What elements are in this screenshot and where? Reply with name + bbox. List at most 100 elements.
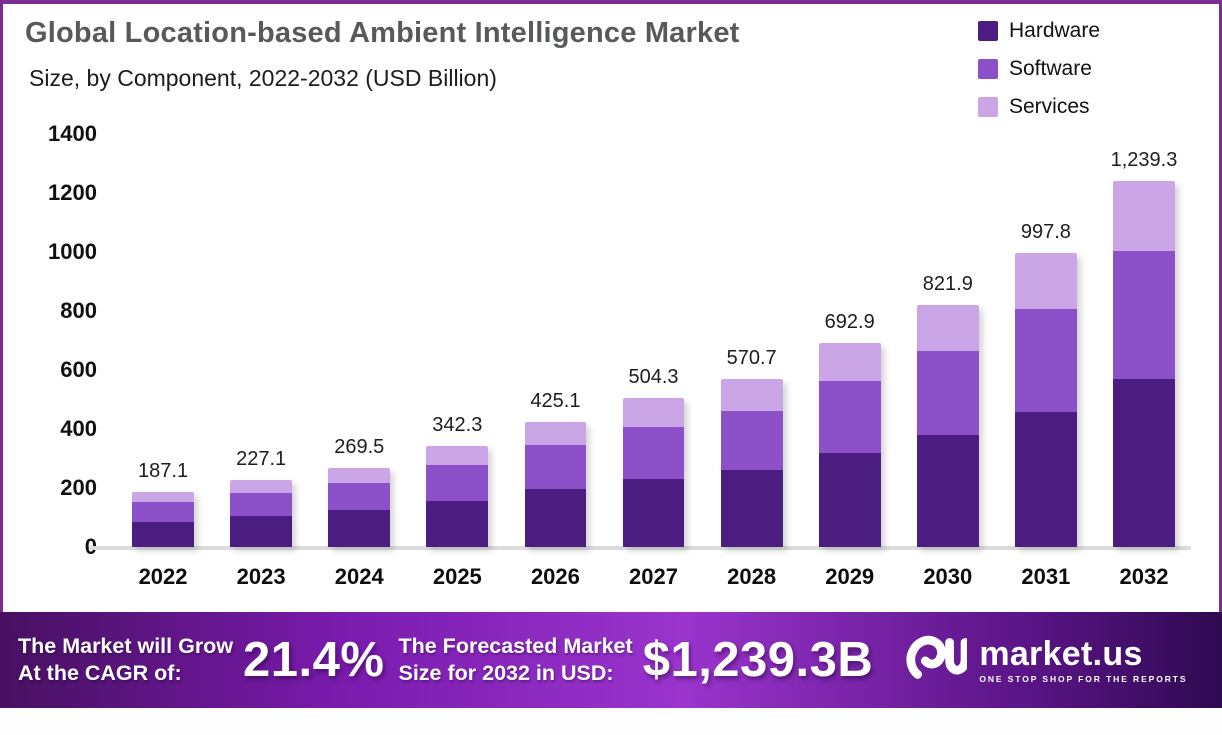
bar-segment-services (1014, 252, 1077, 309)
y-tick-label: 800 (60, 298, 97, 323)
y-tick-label: 0 (19, 534, 97, 560)
x-tick-label: 2026 (530, 564, 580, 589)
bar-segment-software (622, 426, 685, 479)
x-tick-label: 2032 (1119, 564, 1169, 589)
bar-segment-services (524, 421, 587, 446)
bar-stack (230, 480, 293, 547)
bar-segment-software (818, 381, 881, 453)
bar-segment-software (1014, 308, 1077, 412)
x-tick-label: 2024 (334, 564, 384, 589)
bar-total-label: 342.3 (432, 414, 483, 437)
x-tick-label: 2031 (1021, 564, 1071, 589)
bar-segment-hardware (1014, 411, 1077, 547)
bar-group-2025: 342.3 (408, 134, 506, 547)
y-axis: 0 200 400 600 800 1000 1200 1400 (19, 121, 97, 559)
bar-segment-software (230, 492, 293, 517)
bar-group-2022: 187.1 (114, 134, 212, 547)
legend-item-software: Software (978, 57, 1100, 81)
bar-segment-hardware (132, 521, 194, 547)
bar-total-label: 692.9 (824, 310, 875, 333)
bar-segment-services (132, 491, 194, 503)
bar-group-2023: 227.1 (212, 134, 310, 547)
chart-subtitle: Size, by Component, 2022-2032 (USD Billi… (29, 65, 497, 91)
bar-total-label: 1,239.3 (1110, 149, 1178, 172)
x-tick-label: 2028 (727, 564, 777, 589)
bar-total-label: 269.5 (334, 435, 385, 458)
bar-segment-services (426, 446, 489, 466)
chart-panel: Global Location-based Ambient Intelligen… (0, 0, 1222, 612)
legend-label: Hardware (1009, 19, 1101, 42)
x-tick-label: 2023 (236, 564, 286, 589)
bar-total-label: 997.8 (1020, 220, 1071, 243)
y-tick-label: 400 (60, 416, 97, 441)
bar-stack (524, 421, 587, 547)
market-us-logo-icon (905, 632, 970, 689)
bar-group-2032: 1,239.3 (1095, 134, 1193, 547)
y-tick-label: 1000 (48, 239, 97, 264)
bar-segment-services (622, 398, 685, 427)
cagr-value: 21.4% (243, 633, 385, 687)
legend-item-hardware: Hardware (978, 19, 1100, 43)
bar-segment-hardware (916, 435, 979, 547)
bar-segment-services (720, 378, 783, 411)
bar-segment-software (1113, 250, 1175, 379)
x-tick-label: 2030 (923, 564, 973, 589)
legend-label: Software (1009, 57, 1092, 80)
forecast-label: The Forecasted Market Size for 2032 in U… (398, 633, 632, 687)
y-tick-label: 600 (60, 357, 97, 382)
forecast-label-line2: Size for 2032 in USD: (398, 661, 614, 685)
bar-stack (328, 467, 391, 547)
bars-container: 187.1 227.1 269.5 342.3 425.1 504.3 570.7 692.9… (114, 134, 1193, 547)
forecast-label-line1: The Forecasted Market (398, 634, 633, 659)
bar-segment-services (230, 480, 293, 493)
bar-group-2027: 504.3 (604, 134, 702, 547)
bar-group-2026: 425.1 (506, 134, 604, 547)
bar-segment-hardware (720, 469, 783, 547)
legend-item-services: Services (978, 95, 1100, 119)
legend-swatch-icon (978, 97, 998, 117)
bar-segment-hardware (230, 516, 293, 547)
plot-area: 0 200 400 600 800 1000 1200 1400 187.1 227.1 269.… (19, 121, 1193, 604)
legend-swatch-icon (978, 21, 998, 41)
bar-total-label: 227.1 (236, 448, 287, 471)
bar-segment-hardware (622, 478, 685, 547)
x-tick-label: 2022 (138, 564, 188, 589)
brand-text: market.us ONE STOP SHOP FOR THE REPORTS (979, 637, 1187, 684)
bar-segment-hardware (818, 452, 881, 547)
bar-stack (426, 446, 489, 547)
bar-segment-hardware (328, 510, 391, 547)
forecast-value: $1,239.3B (642, 633, 874, 687)
bar-total-label: 425.1 (530, 389, 581, 412)
bar-segment-hardware (426, 500, 489, 547)
y-tick-label: 1200 (48, 180, 97, 205)
bar-segment-software (720, 410, 783, 470)
bar-total-label: 504.3 (628, 366, 679, 389)
x-tick-label: 2029 (825, 564, 875, 589)
x-axis-baseline (89, 546, 1191, 550)
bar-segment-services (818, 342, 881, 382)
bar-total-label: 570.7 (726, 346, 777, 369)
bar-group-2028: 570.7 (703, 134, 801, 547)
market-us-brand: market.us ONE STOP SHOP FOR THE REPORTS (905, 632, 1187, 689)
bar-stack (1014, 252, 1077, 547)
bar-stack (916, 304, 979, 547)
bar-segment-services (328, 467, 391, 483)
bar-stack (720, 378, 783, 547)
y-tick-label: 1400 (48, 121, 97, 146)
bar-segment-software (426, 465, 489, 501)
cagr-label: The Market will Grow At the CAGR of: (18, 633, 233, 687)
bar-segment-software (524, 445, 587, 490)
bar-stack (818, 342, 881, 547)
x-tick-label: 2027 (629, 564, 678, 589)
bar-stack (622, 398, 685, 547)
cagr-label-line2: At the CAGR of: (18, 661, 182, 685)
bar-segment-services (916, 304, 979, 351)
bar-segment-hardware (1113, 378, 1175, 547)
x-axis: 2022 2023 2024 2025 2026 2027 2028 2029 2030 2031… (114, 564, 1193, 590)
bar-segment-software (328, 482, 391, 511)
bar-segment-software (132, 502, 194, 522)
chart-title: Global Location-based Ambient Intelligen… (25, 17, 740, 49)
bar-group-2029: 692.9 (801, 134, 899, 547)
legend: Hardware Software Services (978, 19, 1100, 119)
cagr-label-line1: The Market will Grow (18, 634, 234, 659)
